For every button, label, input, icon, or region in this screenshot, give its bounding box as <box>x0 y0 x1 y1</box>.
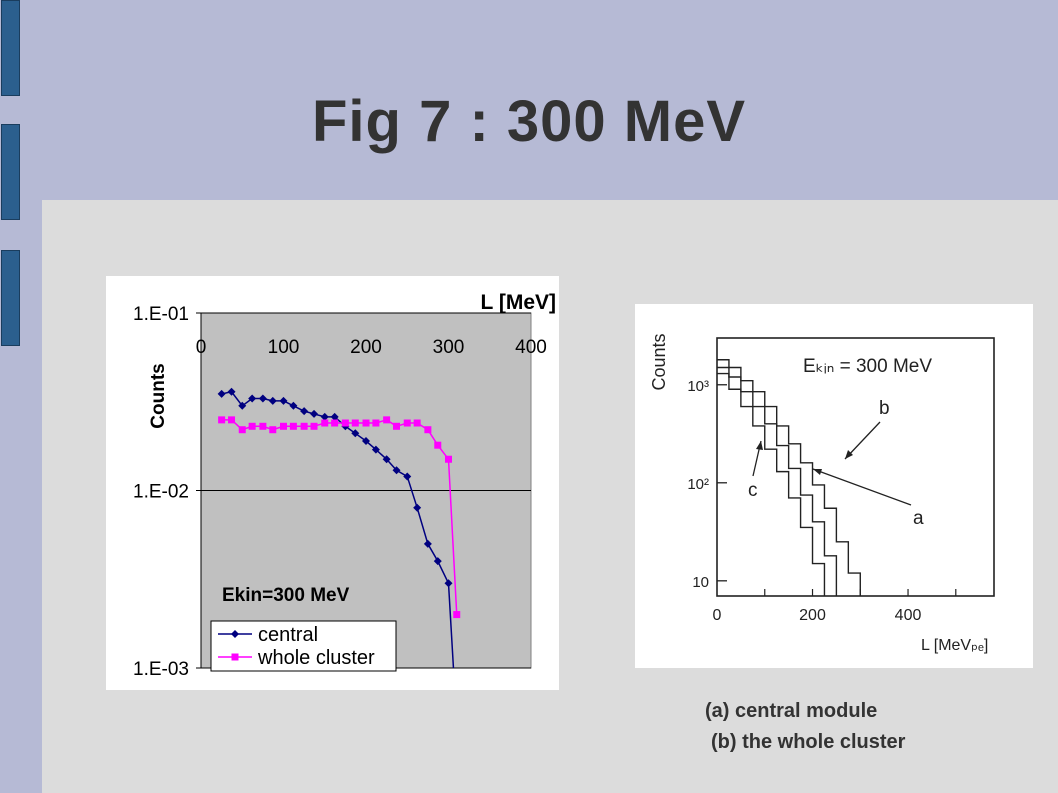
caption-a: (a) central module <box>705 700 878 722</box>
caption-b: (b) the whole cluster <box>711 731 906 753</box>
data-point-central <box>268 396 277 405</box>
legend-label-central: central <box>258 624 318 646</box>
y-axis-label: Counts <box>148 363 169 428</box>
data-point-central <box>279 396 288 405</box>
right-annotation: Eₖᵢₙ = 300 MeV <box>803 356 932 377</box>
slide-title: Fig 7 : 300 MeV <box>311 89 747 154</box>
data-point-central <box>289 401 298 410</box>
data-point-whole-cluster <box>362 419 370 427</box>
chart-panel-right: 0 200 400 10³ 10² 10 Counts L [MeVₚₑ] Eₖᵢₙ = … <box>635 304 1033 668</box>
legend-marker-whole-cluster <box>231 653 239 661</box>
data-point-whole-cluster <box>393 422 401 430</box>
data-point-whole-cluster <box>453 611 461 619</box>
data-point-central <box>423 539 432 548</box>
y-tick-label: 1.E-03 <box>133 659 189 680</box>
data-point-whole-cluster <box>248 422 256 430</box>
histogram-a <box>717 366 838 596</box>
data-point-central <box>330 412 339 421</box>
right-y-axis-label: Counts <box>649 333 669 390</box>
data-point-whole-cluster <box>424 426 432 434</box>
data-point-central <box>258 394 267 403</box>
data-point-whole-cluster <box>383 416 391 424</box>
data-point-whole-cluster <box>445 455 452 463</box>
right-y-tick-label: 10² <box>687 476 709 493</box>
legend-marker-central <box>231 630 239 638</box>
right-x-tick-label: 0 <box>713 607 722 624</box>
data-point-whole-cluster <box>372 419 380 427</box>
chart-right: 0 200 400 10³ 10² 10 Counts L [MeVₚₑ] Eₖᵢₙ = … <box>649 333 995 654</box>
arrow-a <box>812 468 912 506</box>
data-point-whole-cluster <box>341 419 349 427</box>
data-point-whole-cluster <box>280 422 287 430</box>
data-point-whole-cluster <box>269 426 277 434</box>
data-point-central <box>227 387 236 396</box>
data-point-whole-cluster <box>434 441 442 449</box>
y-tick-label: 1.E-02 <box>133 482 189 503</box>
side-tab-3 <box>1 250 20 346</box>
data-point-central <box>248 394 257 403</box>
x-tick-label: 200 <box>350 337 382 358</box>
data-point-whole-cluster <box>300 422 308 430</box>
data-point-central <box>371 445 380 454</box>
header-band <box>0 0 1058 200</box>
data-point-whole-cluster <box>259 422 267 430</box>
data-point-central <box>433 557 442 566</box>
data-point-central <box>403 472 412 481</box>
data-point-whole-cluster <box>310 422 318 430</box>
y-tick-label: 1.E-01 <box>133 304 189 325</box>
legend-box <box>210 620 397 672</box>
right-y-tick-label: 10 <box>692 574 709 591</box>
right-x-tick-label: 200 <box>799 607 826 624</box>
chart-panel-left: L [MeV] Counts 0 100 200 300 400 1.E-01 1.E-0… <box>106 276 559 690</box>
data-point-central <box>392 466 401 475</box>
side-tab-1 <box>1 0 20 96</box>
chart-left: L [MeV] Counts 0 100 200 300 400 1.E-01 1.E-0… <box>133 291 556 680</box>
curve-label-a: a <box>913 508 924 529</box>
data-point-central <box>413 503 422 512</box>
data-point-whole-cluster <box>228 416 236 424</box>
data-point-whole-cluster <box>238 426 246 434</box>
data-point-central <box>238 401 247 410</box>
side-tab-2 <box>1 124 20 220</box>
data-point-whole-cluster <box>289 422 297 430</box>
legend: central whole cluster <box>210 620 397 672</box>
arrow-b-head <box>845 450 853 459</box>
x-tick-label: 400 <box>515 337 547 358</box>
histogram-b <box>717 359 861 596</box>
right-plot-frame <box>716 337 995 597</box>
x-tick-label: 100 <box>268 337 300 358</box>
data-point-central <box>300 407 309 416</box>
data-point-central <box>444 579 453 588</box>
legend-label-whole-cluster: whole cluster <box>257 647 375 669</box>
x-tick-label: 300 <box>433 337 465 358</box>
data-point-whole-cluster <box>331 419 339 427</box>
arrow-c-head <box>756 441 763 450</box>
right-y-tick-label: 10³ <box>687 378 709 395</box>
data-point-central <box>310 409 319 418</box>
right-x-axis-label: L [MeVₚₑ] <box>921 637 988 654</box>
right-x-tick-label: 400 <box>895 607 922 624</box>
data-point-whole-cluster <box>403 419 411 427</box>
x-axis-label: L [MeV] <box>481 291 556 314</box>
data-point-whole-cluster <box>351 419 359 427</box>
curve-label-c: c <box>748 480 758 501</box>
data-point-central <box>382 455 391 464</box>
data-point-central <box>351 429 360 438</box>
data-point-central <box>320 412 329 421</box>
histogram-c <box>717 372 826 596</box>
data-point-central <box>362 437 370 446</box>
data-point-whole-cluster <box>321 419 329 427</box>
chart-annotation: Ekin=300 MeV <box>222 585 350 606</box>
data-point-whole-cluster <box>218 416 226 424</box>
arrow-a-head <box>813 469 822 475</box>
x-tick-label: 0 <box>196 337 207 358</box>
data-point-central <box>217 389 226 398</box>
data-point-whole-cluster <box>413 419 421 427</box>
curve-label-b: b <box>879 398 890 419</box>
